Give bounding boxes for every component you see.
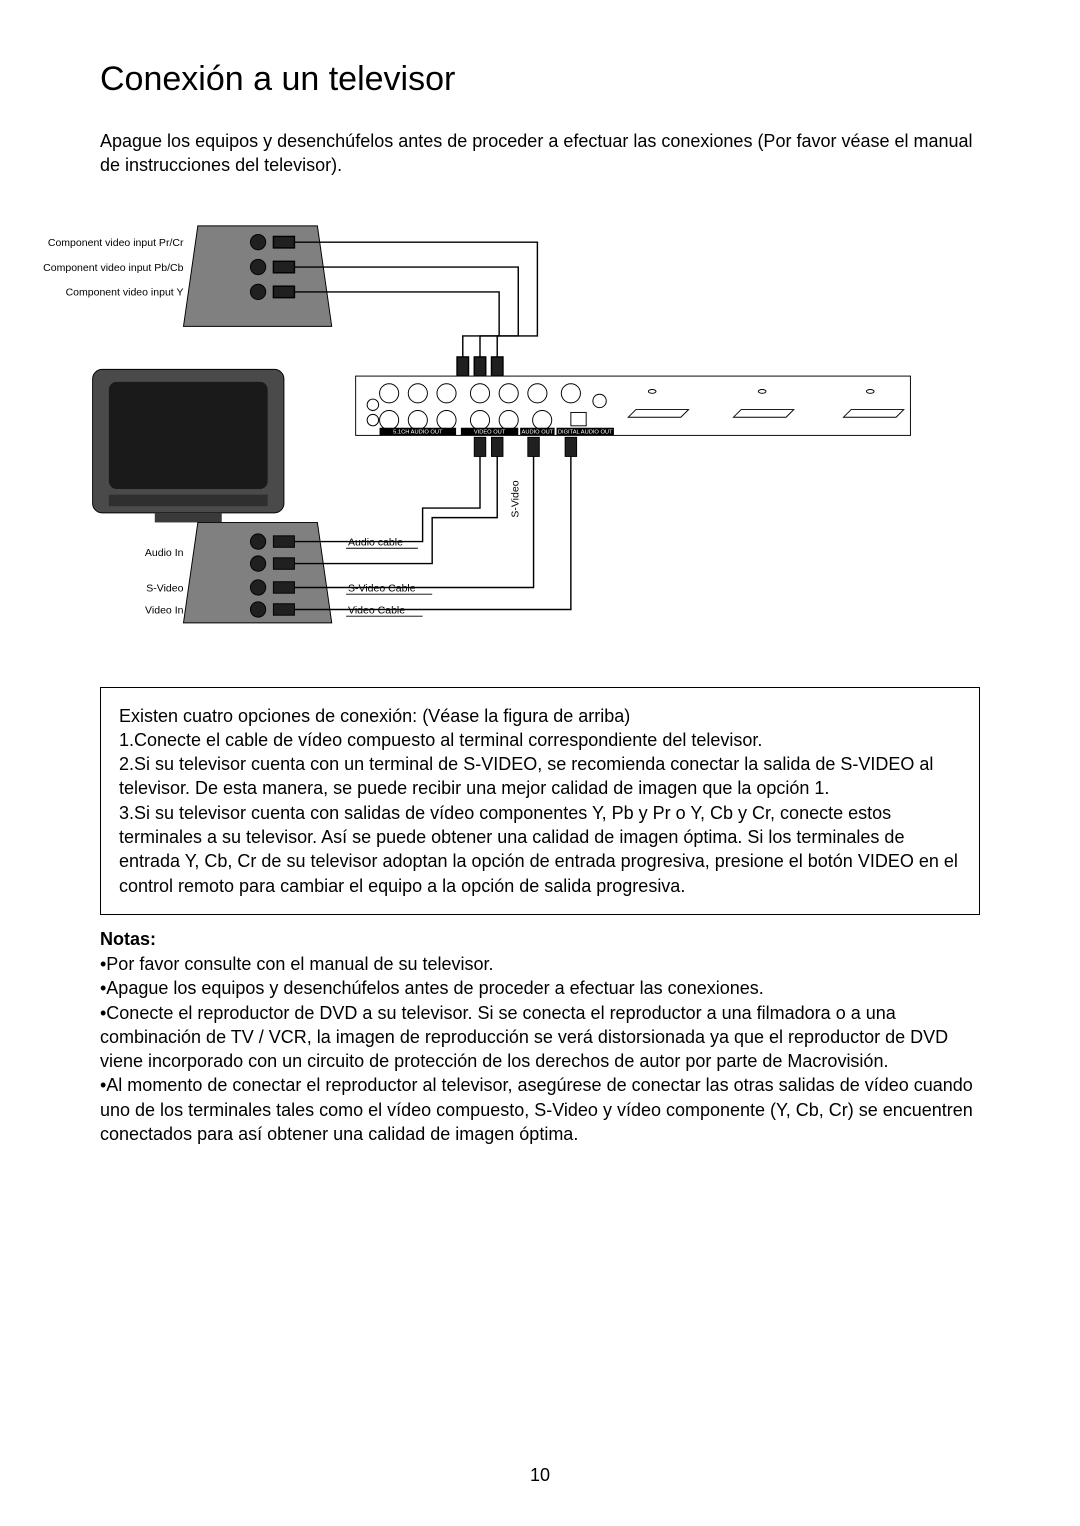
- page-title: Conexión a un televisor: [100, 60, 980, 99]
- label-svideo-vert: S-Video: [509, 480, 521, 517]
- label-svideo-cable: S-Video Cable: [348, 582, 416, 594]
- label-51ch: 5.1CH AUDIO OUT: [393, 429, 443, 435]
- dvd-rear-panel: 5.1CH AUDIO OUT VIDEO OUT AUDIO OUT DIGI…: [356, 376, 911, 435]
- tv-bottom-rear: [183, 522, 331, 622]
- tv-top-rear: [183, 226, 331, 326]
- label-audio-in: Audio In: [145, 547, 184, 559]
- label-component-y: Component video input Y: [66, 286, 184, 298]
- notes-body: •Por favor consulte con el manual de su …: [100, 952, 980, 1146]
- label-component-pb: Component video input Pb/Cb: [43, 261, 183, 273]
- connection-diagram: Component video input Pr/Cr Component vi…: [40, 202, 920, 642]
- page-container: Conexión a un televisor Apague los equip…: [0, 0, 1080, 1526]
- label-video-in: Video In: [145, 604, 184, 616]
- note-4: •Al momento de conectar el reproductor a…: [100, 1073, 980, 1146]
- label-digaudio: DIGITAL AUDIO OUT: [558, 429, 613, 435]
- tv-front: [93, 369, 284, 522]
- note-1: •Por favor consulte con el manual de su …: [100, 952, 980, 976]
- box-line2: 2.Si su televisor cuenta con un terminal…: [119, 752, 961, 801]
- panel-down-plugs: [474, 437, 576, 456]
- note-2: •Apague los equipos y desenchúfelos ante…: [100, 976, 980, 1000]
- box-line0: Existen cuatro opciones de conexión: (Vé…: [119, 704, 961, 728]
- label-svideo: S-Video: [146, 582, 183, 594]
- label-component-pr: Component video input Pr/Cr: [48, 237, 184, 249]
- options-box: Existen cuatro opciones de conexión: (Vé…: [100, 687, 980, 915]
- label-video-cable: Video Cable: [348, 604, 405, 616]
- page-number: 10: [0, 1465, 1080, 1486]
- intro-paragraph: Apague los equipos y desenchúfelos antes…: [100, 129, 980, 178]
- notes-title: Notas:: [100, 929, 980, 950]
- box-line3: 3.Si su televisor cuenta con salidas de …: [119, 801, 961, 898]
- label-audioout: AUDIO OUT: [522, 429, 554, 435]
- label-videoout: VIDEO OUT: [474, 429, 506, 435]
- box-line1: 1.Conecte el cable de vídeo compuesto al…: [119, 728, 961, 752]
- label-audio-cable: Audio cable: [348, 536, 403, 548]
- note-3: •Conecte el reproductor de DVD a su tele…: [100, 1001, 980, 1074]
- bottom-cables: [294, 456, 570, 609]
